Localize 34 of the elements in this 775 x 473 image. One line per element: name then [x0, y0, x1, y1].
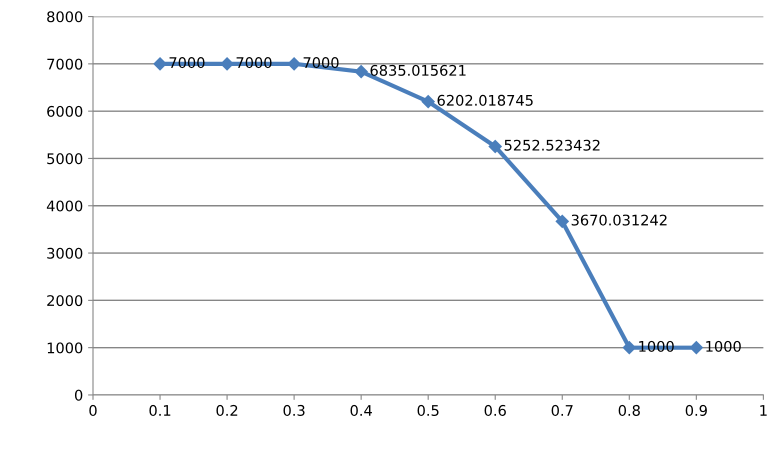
x-tick-label: 0.6	[484, 404, 506, 416]
point	[354, 65, 368, 78]
y-tick-label: 2000	[47, 295, 82, 306]
x-tick-label: 0.2	[216, 404, 238, 416]
y-tick-label: 8000	[47, 11, 82, 22]
data-label: 3670.031242	[572, 214, 667, 226]
y-tick-label: 7000	[47, 58, 82, 70]
point	[288, 57, 301, 70]
point	[422, 95, 435, 108]
y-tick-label: 3000	[47, 248, 82, 259]
x-tick-label: 0.1	[149, 404, 170, 416]
x-tick-label: 0	[89, 404, 97, 416]
y-tick-label: 5000	[47, 153, 82, 164]
x-tick-label: 0.5	[418, 404, 439, 416]
y-tick-label: 6000	[47, 106, 82, 117]
y-tick-label: 0	[74, 390, 82, 401]
y-tick-label: 4000	[46, 200, 82, 212]
data-label: 6835.015621	[370, 64, 466, 76]
data-label: 6202.018745	[438, 94, 533, 106]
x-tick-label: 0.4	[350, 404, 372, 416]
data-label: 1000	[706, 340, 741, 352]
x-tick-label: 0.8	[618, 404, 640, 416]
x-tick-label: 1	[760, 405, 767, 416]
y-tick-label: 1000	[48, 342, 82, 354]
point	[622, 341, 636, 354]
point	[153, 57, 167, 70]
data-label: 5252.523432	[504, 140, 600, 151]
point	[220, 57, 234, 70]
x-tick-label: 0.7	[552, 404, 573, 416]
point	[690, 341, 703, 354]
x-tick-label: 0.9	[686, 404, 707, 416]
point	[556, 214, 569, 228]
x-tick-label: 0.3	[283, 404, 305, 416]
point	[488, 140, 502, 154]
